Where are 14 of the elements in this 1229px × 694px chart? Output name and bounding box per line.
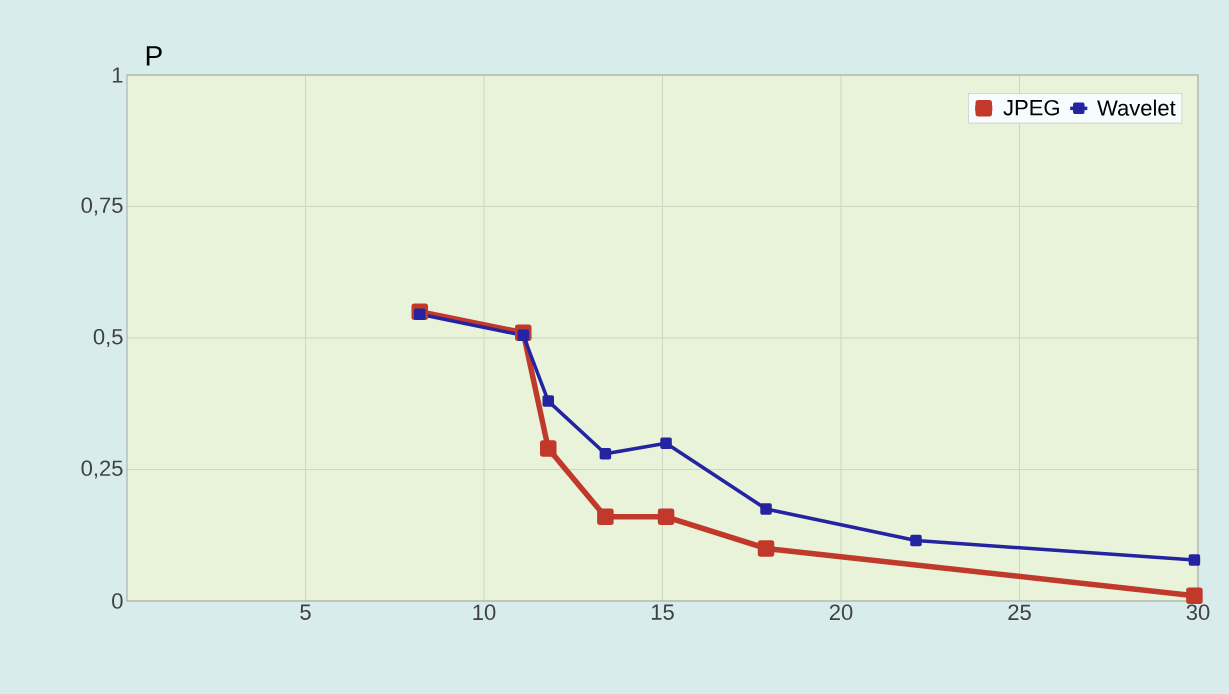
y-tick-label: 0,25 — [81, 460, 123, 479]
y-tick-label: 0,5 — [93, 328, 123, 348]
x-tick-label: 5 — [300, 604, 311, 620]
x-tick-label: 25 — [1008, 604, 1031, 621]
x-tick-label: 20 — [829, 604, 853, 621]
legend-label: Wavelet — [1097, 99, 1176, 116]
legend-label: JPEG — [1003, 99, 1059, 116]
y-tick-label: 1 — [112, 67, 123, 83]
x-tick-label: 15 — [651, 604, 674, 620]
x-tick-label: 30 — [1186, 604, 1210, 621]
y-tick-label: 0,75 — [81, 197, 123, 216]
y-axis-title: P — [146, 46, 162, 66]
x-tick-label: 10 — [473, 604, 496, 621]
y-tick-label: 0 — [112, 593, 123, 609]
